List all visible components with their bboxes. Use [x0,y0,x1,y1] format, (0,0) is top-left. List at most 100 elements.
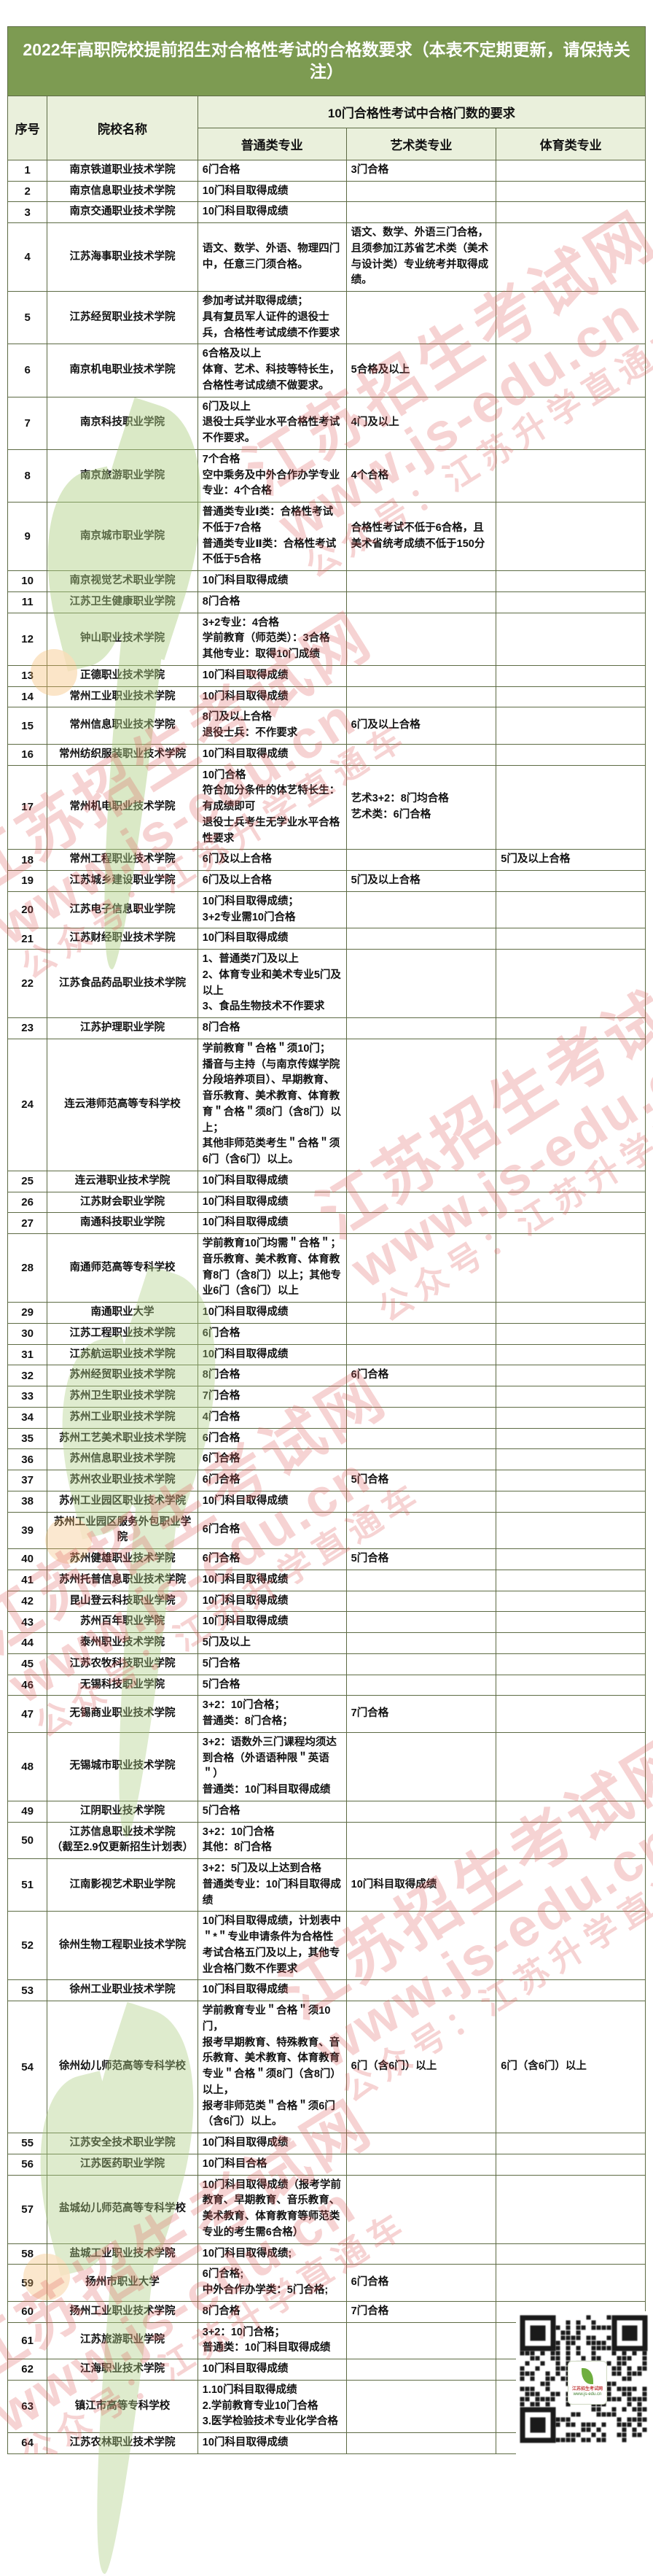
cell-general: 10门科目取得成绩 [197,2432,347,2454]
cell-no: 58 [7,2243,48,2265]
table-row: 14 常州工业职业技术学院 10门科目取得成绩 [7,686,646,708]
cell-art: 5门及以上合格 [345,870,497,892]
cell-general: 10门科目取得成绩 [197,743,347,766]
cell-no: 38 [7,1490,48,1513]
cell-art [345,1731,497,1801]
cell-school: 徐州幼儿师范高等专科学校 [47,2001,198,2134]
table-body: 1 南京铁道职业技术学院 6门合格 3门合格 2 南京信息职业技术学院 10门科目取得成绩 3… [7,159,646,2454]
table-row: 53 徐州工业职业技术学院 10门科目取得成绩 [7,1979,646,2002]
cell-art [345,2432,497,2454]
cell-sports [496,1590,646,1613]
cell-sports [496,949,646,1019]
table-row: 18 常州工程职业技术学院 6门及以上合格 5门及以上合格 [7,849,646,872]
cell-general: 8门合格 [197,1017,347,1039]
cell-school: 南通职业大学 [47,1302,198,1324]
cell-general: 1、普通类7门及以上 2、体育专业和美术专业5门及以上 3、食品生物技术不作要求 [197,949,347,1019]
cell-general: 6门合格 [197,159,347,182]
table-row: 39 苏州工业园区服务外包职业学院 6门合格 [7,1511,646,1550]
cell-no: 26 [7,1191,48,1214]
cell-no: 6 [7,344,48,397]
cell-no: 55 [7,2133,48,2154]
cell-general: 5门合格 [197,1653,347,1675]
cell-art [345,2243,497,2265]
cell-no: 4 [7,222,48,292]
cell-art [345,743,497,766]
cell-general: 3+2：10门合格； 普通类：10门科目取得成绩 [197,2321,347,2360]
cell-art [345,570,497,592]
table-row: 4 江苏海事职业技术学院 语文、数学、外语、物理四门中，任意三门须合格。 语文、数学、… [7,222,646,292]
cell-school: 徐州生物工程职业技术学院 [47,1911,198,1981]
cell-general: 3+2：10门合格； 普通类：8门合格； [197,1695,347,1733]
cell-art: 7门合格 [345,2300,497,2323]
cell-school: 无锡科技职业学院 [47,1674,198,1696]
cell-school: 江苏工程职业技术学院 [47,1322,198,1345]
cell-sports [496,1979,646,2002]
cell-art: 合格性考试不低于6合格，且美术省统考成绩不低于150分 [345,502,497,572]
table-row: 8 南京旅游职业学院 7个合格 空中乘务及中外合作办学专业专业：4个合格 4个合格 [7,449,646,503]
table-row: 34 苏州工业职业技术学院 4门合格 [7,1406,646,1429]
cell-sports [496,1858,646,1912]
cell-general: 3+2：10门合格 其他：8门合格 [197,1821,347,1860]
cell-art [345,1800,497,1823]
cell-school: 无锡城市职业技术学院 [47,1731,198,1801]
cell-general: 10门科目取得成绩 [197,1302,347,1324]
cell-sports [496,1302,646,1324]
cell-general: 学前教育专业＂合格＂须10门， 报考早期教育、特殊教育、音乐教育、美术教育、体育… [197,2001,347,2134]
cell-school: 苏州经贸职业技术学院 [47,1365,198,1387]
cell-school: 南京旅游职业学院 [47,449,198,503]
cell-school: 苏州农业职业技术学院 [47,1470,198,1491]
cell-school: 南京机电职业技术学院 [47,344,198,397]
cell-general: 10门科目取得成绩 [197,1170,347,1192]
cell-art [345,891,497,929]
cell-school: 盐城幼儿师范高等专科学校 [47,2174,198,2244]
cell-sports [496,1470,646,1491]
table-row: 10 南京视觉艺术职业学院 10门科目取得成绩 [7,570,646,592]
cell-general: 3+2：5门及以上达到合格 普通类专业：10门科目取得成绩 [197,1858,347,1912]
cell-general: 6门及以上合格 [197,870,347,892]
table-row: 45 江苏农牧科技职业学院 5门合格 [7,1653,646,1675]
cell-no: 47 [7,1695,48,1733]
cell-school: 江苏卫生健康职业学院 [47,591,198,613]
cell-art [345,1017,497,1039]
cell-art [345,1490,497,1513]
cell-art: 6门合格 [345,1365,497,1387]
table-row: 40 苏州健雄职业技术学院 6门合格 5门合格 [7,1548,646,1570]
cell-general: 1.10门科目取得成绩 2.学前教育专业10门合格 3.医学检验技术专业化学合格 [197,2379,347,2434]
table-header: 序号 院校名称 10门合格性考试中合格门数的要求 普通类专业 艺术类专业 体育类… [7,95,646,160]
cell-no: 1 [7,159,48,182]
cell-art: 艺术3+2：8门均合格 艺术类：6门合格 [345,764,497,850]
cell-sports [496,1821,646,1860]
cell-general: 10门科目取得成绩 [197,2133,347,2154]
cell-art [345,1821,497,1860]
cell-art [345,1302,497,1324]
cell-no: 64 [7,2432,48,2454]
cell-no: 7 [7,396,48,450]
cell-no: 28 [7,1233,48,1303]
table-row: 26 江苏财会职业学院 10门科目取得成绩 [7,1191,646,1214]
table-row: 12 钟山职业技术学院 3+2专业：4合格 学前教育（师范类）：3合格 其他专业：取… [7,612,646,666]
cell-no: 40 [7,1548,48,1570]
table-row: 20 江苏电子信息职业学院 10门科目取得成绩； 3+2专业需10门合格 [7,891,646,929]
cell-school: 扬州市职业大学 [47,2264,198,2302]
table-row: 27 南通科技职业学院 10门科目取得成绩 [7,1212,646,1235]
cell-sports [496,570,646,592]
cell-general: 6门及以上 退役士兵学业水平合格性考试不作要求。 [197,396,347,450]
cell-no: 3 [7,201,48,224]
cell-no: 31 [7,1343,48,1366]
cell-general: 参加考试并取得成绩； 具有复员军人证件的退役士兵，合格性考试成绩不作要求 [197,291,347,345]
cell-no: 17 [7,764,48,850]
cell-no: 45 [7,1653,48,1675]
cell-sports [496,707,646,745]
cell-school: 苏州托普信息职业技术学院 [47,1569,198,1591]
cell-general: 10门科目取得成绩 [197,1569,347,1591]
cell-sports [496,1632,646,1654]
cell-general: 6门合格 [197,1427,347,1450]
cell-general: 6门合格 [197,1470,347,1491]
table-row: 19 江苏城乡建设职业学院 6门及以上合格 5门及以上合格 [7,870,646,892]
cell-art [345,1170,497,1192]
cell-no: 32 [7,1365,48,1387]
cell-general: 3+2：语数外三门课程均须达到合格（外语语种限＂英语＂） 普通类：10门科目取得… [197,1731,347,1801]
cell-sports [496,291,646,345]
cell-general: 10门科目取得成绩 [197,1490,347,1513]
cell-general: 10门科目取得成绩 [197,1611,347,1634]
